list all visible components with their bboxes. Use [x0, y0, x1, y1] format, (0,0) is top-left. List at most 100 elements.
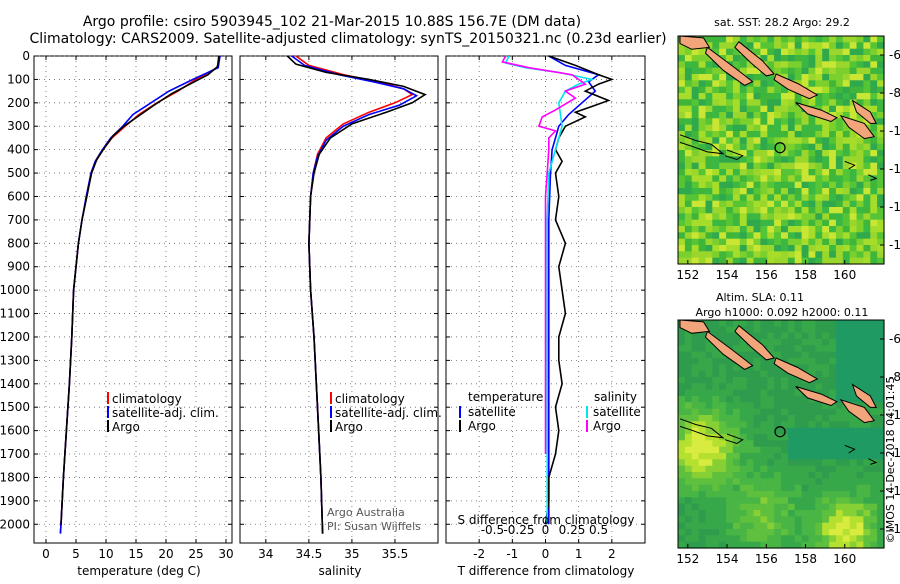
- map-cell: [835, 131, 844, 138]
- map-cell: [835, 389, 844, 397]
- map-cell: [732, 370, 741, 378]
- map-cell: [781, 484, 789, 492]
- map-cell: [726, 93, 734, 100]
- map-cell: [877, 516, 885, 524]
- map-cell: [842, 93, 851, 100]
- map-cell: [719, 74, 727, 81]
- map-cell: [719, 421, 727, 429]
- map-cell: [691, 383, 700, 391]
- map-cell: [753, 131, 761, 138]
- map-cell: [698, 61, 707, 69]
- map-cell: [705, 326, 713, 334]
- map-cell: [863, 162, 871, 170]
- map-cell: [767, 80, 775, 88]
- map-cell: [870, 339, 878, 346]
- map-cell: [870, 358, 878, 365]
- map-cell: [684, 345, 693, 353]
- map-cell: [787, 345, 796, 353]
- map-cell: [726, 238, 734, 246]
- map-cell: [781, 529, 789, 536]
- map-cell: [842, 522, 851, 530]
- map-cell: [678, 226, 686, 233]
- y-tick-label: -6: [889, 332, 900, 346]
- map-cell: [781, 238, 789, 246]
- map-cell: [739, 112, 748, 119]
- map-cell: [849, 143, 858, 151]
- map-cell: [760, 169, 768, 176]
- map-cell: [822, 245, 830, 252]
- map-cell: [870, 143, 878, 151]
- map-cell: [794, 55, 803, 62]
- map-cell: [801, 67, 810, 75]
- map-cell: [808, 497, 816, 505]
- map-cell: [774, 478, 782, 486]
- map-cell: [815, 194, 823, 202]
- map-cell: [760, 251, 768, 259]
- map-cell: [712, 156, 720, 164]
- map-cell: [719, 42, 727, 50]
- map-cell: [877, 124, 885, 132]
- map-cell: [760, 484, 768, 492]
- map-cell: [719, 491, 727, 498]
- temperature-xlabel: temperature (deg C): [77, 564, 200, 578]
- map-cell: [863, 251, 871, 259]
- map-cell: [787, 181, 796, 189]
- map-cell: [774, 36, 782, 43]
- map-cell: [753, 326, 761, 334]
- map-cell: [732, 175, 741, 183]
- map-cell: [835, 124, 844, 132]
- map-cell: [732, 105, 741, 113]
- map-cell: [712, 535, 720, 543]
- map-cell: [856, 257, 864, 265]
- map-cell: [787, 491, 796, 498]
- map-cell: [774, 402, 782, 410]
- map-cell: [815, 541, 823, 549]
- map-cell: [712, 427, 720, 435]
- map-cell: [835, 522, 844, 530]
- map-cell: [746, 415, 755, 422]
- map-cell: [746, 497, 755, 505]
- map-cell: [712, 529, 720, 536]
- map-cell: [712, 169, 720, 176]
- difference-panel: -2 -1 0 1 2-0.5 -0.25 0 0.25 0.5: [445, 55, 646, 561]
- map-cell: [794, 320, 803, 327]
- map-cell: [739, 370, 748, 378]
- map-cell: [732, 99, 741, 107]
- map-cell: [767, 345, 775, 353]
- map-cell: [767, 175, 775, 183]
- map-cell: [712, 402, 720, 410]
- map-cell: [684, 232, 693, 240]
- map-cell: [760, 257, 768, 265]
- map-cell: [863, 434, 871, 441]
- map-cell: [842, 377, 851, 384]
- map-cell: [746, 446, 755, 454]
- map-cell: [678, 80, 686, 88]
- map-cell: [746, 535, 755, 543]
- map-cell: [815, 143, 823, 151]
- map-cell: [842, 351, 851, 359]
- map-cell: [698, 86, 707, 94]
- map-cell: [691, 408, 700, 416]
- map-cell: [760, 112, 768, 119]
- map-cell: [815, 213, 823, 221]
- map-cell: [705, 112, 713, 119]
- map-cell: [794, 105, 803, 113]
- land-polygon: [851, 99, 878, 124]
- map-cell: [856, 162, 864, 170]
- map-cell: [787, 213, 796, 221]
- map-cell: [822, 61, 830, 69]
- map-cell: [678, 396, 686, 403]
- map-cell: [719, 408, 727, 416]
- map-cell: [760, 143, 768, 151]
- map-cell: [801, 320, 810, 327]
- map-cell: [678, 510, 686, 517]
- map-cell: [767, 42, 775, 50]
- map-cell: [822, 207, 830, 214]
- map-cell: [746, 200, 755, 208]
- map-cell: [870, 150, 878, 157]
- map-cell: [678, 207, 686, 214]
- top-x-tick-label: -0.5: [481, 523, 504, 537]
- map-cell: [815, 402, 823, 410]
- map-cell: [801, 112, 810, 119]
- map-cell: [801, 440, 810, 448]
